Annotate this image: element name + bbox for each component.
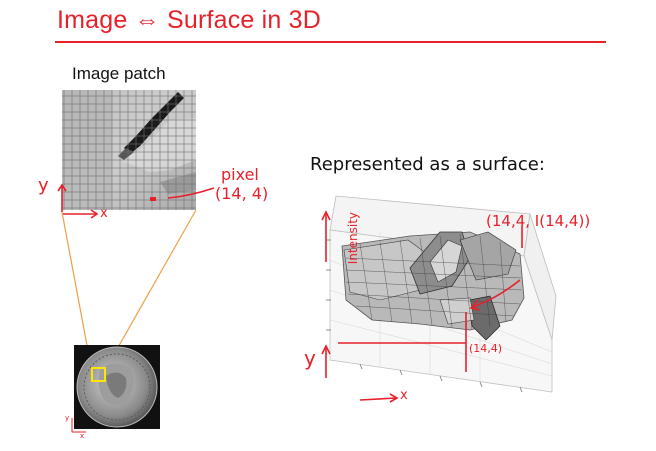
patch-y-axis-label: y: [38, 175, 49, 196]
image-patch-label: Image patch: [72, 64, 166, 83]
quarter-coin-photo: [74, 345, 160, 429]
selection-box: [91, 367, 106, 382]
pixel-pointer: [167, 187, 215, 199]
patch-x-axis-label: x: [100, 206, 108, 221]
pixel-label: pixel: [221, 165, 259, 184]
surface-heading: Represented as a surface:: [310, 154, 545, 175]
surface-base-coords-label: (14,4): [469, 342, 503, 355]
intensity-axis-label: Intensity: [346, 212, 360, 265]
pixel-coords-label: (14, 4): [215, 184, 269, 203]
coin-axes: [71, 418, 86, 433]
highlighted-pixel: [150, 197, 156, 201]
surface-x-axis-label: x: [400, 388, 408, 403]
title-underline: [55, 41, 606, 43]
surface-point-annotation: (14,4, I(14,4)): [486, 212, 591, 230]
image-patch: [62, 90, 196, 210]
coin-x-axis-label: x: [80, 432, 85, 440]
slide-title: Image ⇔ Surface in 3D: [57, 6, 322, 34]
surface-annotations: [321, 210, 523, 403]
surface-y-axis-label: y: [304, 346, 316, 370]
patch-axes: [57, 183, 99, 219]
coin-y-axis-label: y: [65, 414, 70, 422]
